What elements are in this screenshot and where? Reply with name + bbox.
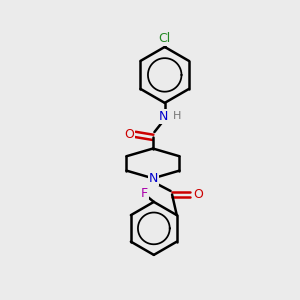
Text: F: F	[141, 187, 148, 200]
Text: H: H	[173, 111, 181, 121]
Text: Cl: Cl	[159, 32, 171, 45]
Text: O: O	[193, 188, 202, 201]
Text: N: N	[159, 110, 168, 123]
Text: N: N	[149, 172, 158, 185]
Text: O: O	[124, 128, 134, 141]
